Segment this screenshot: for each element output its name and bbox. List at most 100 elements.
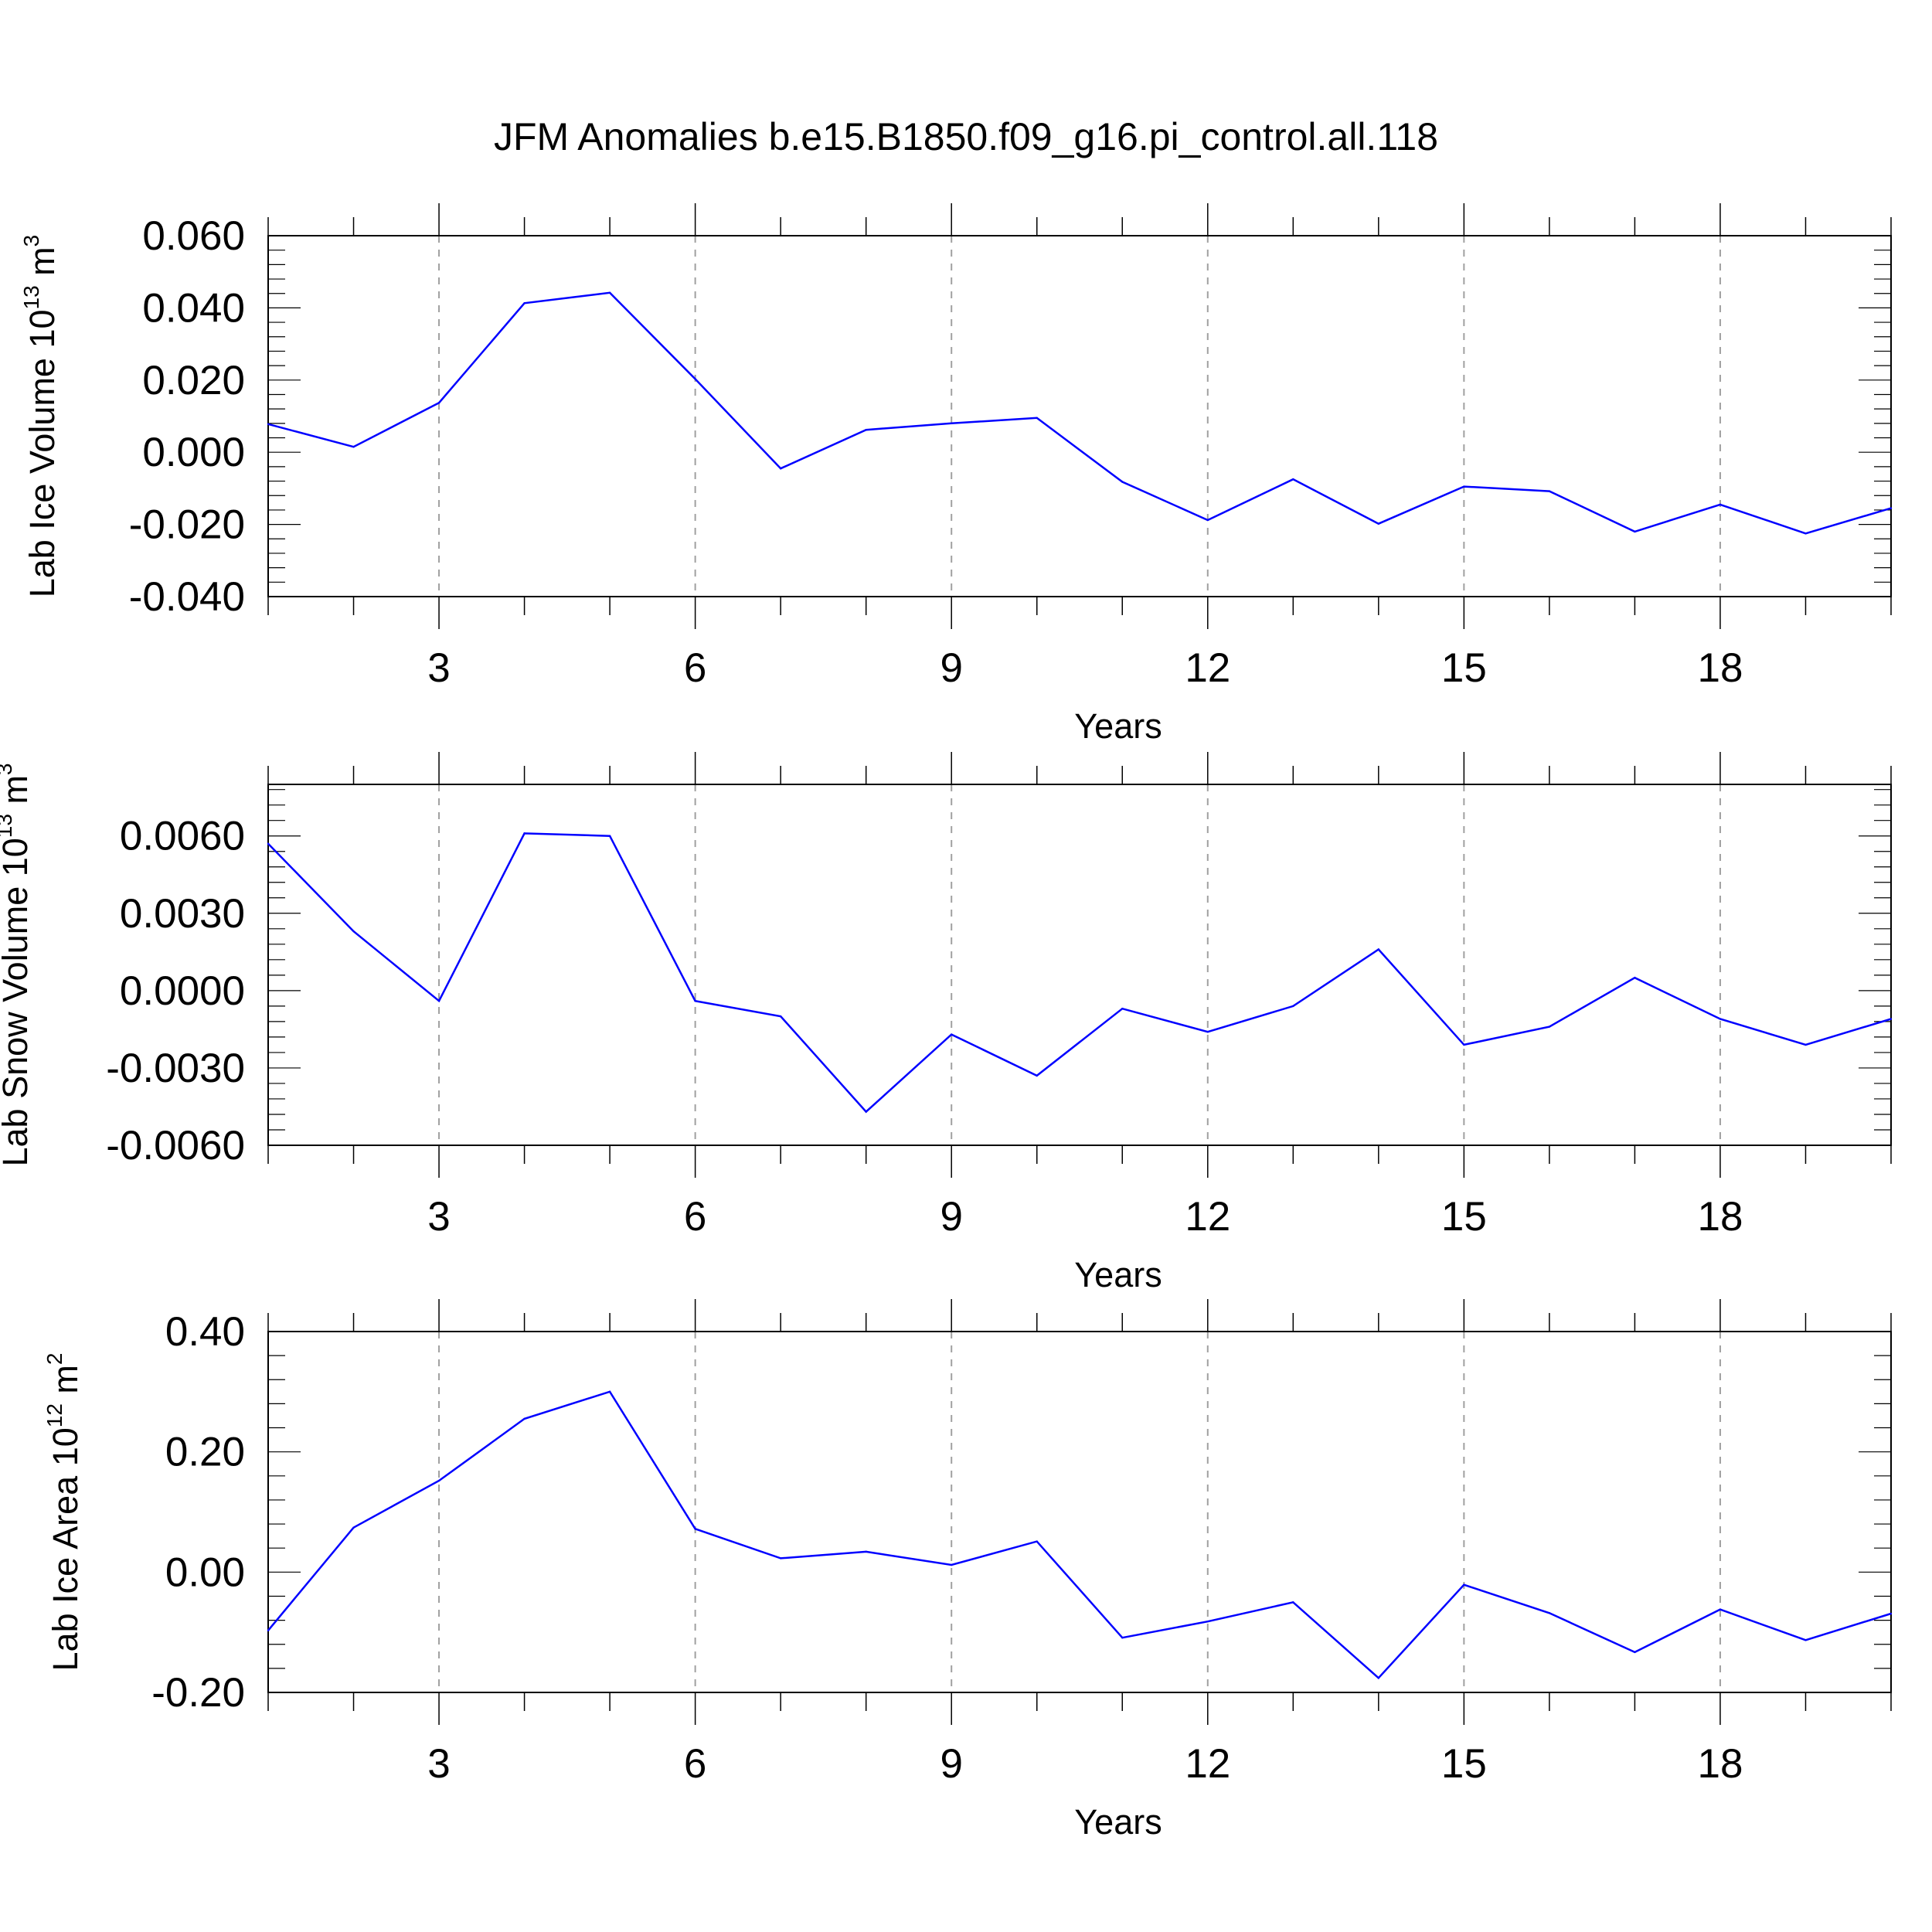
data-point (437, 1479, 440, 1482)
plot-frame (267, 784, 1892, 1146)
data-point (951, 1563, 953, 1566)
data-point (608, 835, 611, 837)
plot-frame (267, 1331, 1892, 1693)
plot-frame (267, 235, 1892, 597)
y-tick-label: 0.040 (142, 285, 245, 331)
data-point (1719, 503, 1722, 506)
data-point (1548, 1026, 1551, 1028)
data-point (1719, 1018, 1722, 1020)
data-point (694, 1528, 696, 1530)
data-point (1548, 490, 1551, 492)
x-tick-label: 18 (1697, 1741, 1743, 1787)
data-point (951, 422, 953, 425)
y-tick-label: 0.0000 (120, 968, 245, 1014)
data-point (1377, 1677, 1380, 1679)
data-point (523, 1417, 526, 1420)
x-axis-label: Years (1074, 706, 1162, 746)
y-tick-label: -0.040 (129, 574, 245, 620)
y-tick-label: 0.000 (142, 430, 245, 475)
y-axis-label-unit-exponent: 3 (19, 235, 43, 247)
y-tick-label: -0.0030 (106, 1046, 245, 1091)
x-axis-label: Years (1074, 1255, 1162, 1294)
data-point (1463, 1583, 1465, 1586)
data-point (523, 832, 526, 835)
x-tick-label: 3 (427, 1194, 450, 1240)
y-tick-label: -0.20 (151, 1670, 245, 1716)
y-tick-label: -0.0060 (106, 1123, 245, 1168)
data-point (694, 378, 696, 380)
x-tick-label: 15 (1441, 1741, 1487, 1787)
x-tick-label: 15 (1441, 1194, 1487, 1240)
data-point (1121, 1008, 1124, 1010)
data-point (865, 429, 867, 431)
y-tick-label: 0.0060 (120, 814, 245, 859)
y-axis-label-text: Lab Ice Volume 10 (22, 309, 62, 597)
x-tick-label: 9 (940, 1741, 962, 1787)
x-tick-label: 18 (1697, 1194, 1743, 1240)
x-tick-label: 12 (1185, 645, 1230, 691)
x-tick-label: 3 (427, 645, 450, 691)
data-point (1889, 507, 1893, 509)
data-point (1292, 1601, 1294, 1604)
data-point (865, 1550, 867, 1553)
y-axis-label-unit: m (0, 775, 35, 814)
data-point (1804, 1043, 1807, 1046)
data-point (1634, 1651, 1636, 1654)
data-point (1206, 519, 1209, 522)
data-point (951, 1033, 953, 1036)
x-tick-label: 6 (684, 1741, 706, 1787)
ice-volume-panel: -0.040 -0.020 0.000 0.020 0.040 0.060 3 6 9 12 15 1… (19, 203, 1893, 746)
data-point (352, 445, 355, 448)
data-point (1377, 522, 1380, 525)
x-tick-label: 9 (940, 1194, 962, 1240)
y-tick-label: 0.20 (165, 1430, 245, 1475)
y-axis-label-unit-exponent: 3 (0, 763, 16, 775)
x-tick-label: 3 (427, 1741, 450, 1787)
data-point (523, 302, 526, 304)
y-tick-label: 0.40 (165, 1309, 245, 1355)
data-point (779, 468, 782, 470)
data-point (437, 402, 440, 404)
series-line (267, 291, 1892, 535)
y-tick-label: 0.00 (165, 1549, 245, 1595)
data-point (1292, 478, 1294, 481)
data-point (779, 1015, 782, 1018)
data-point (1804, 1639, 1807, 1641)
data-point (694, 1000, 696, 1002)
x-tick-label: 12 (1185, 1741, 1230, 1787)
data-point (1206, 1620, 1209, 1623)
x-tick-label: 9 (940, 645, 962, 691)
y-axis-label: Lab Snow Volume 1013 m3 (0, 763, 35, 1166)
y-axis-label-exponent: 12 (43, 1403, 66, 1427)
y-tick-label: 0.060 (142, 213, 245, 259)
data-point (608, 1390, 611, 1393)
data-point (1377, 948, 1380, 951)
data-point (1548, 1612, 1551, 1614)
data-point (1463, 1043, 1465, 1046)
data-point (1634, 976, 1636, 979)
y-axis-label: Lab Ice Volume 1013 m3 (19, 235, 62, 598)
data-point (1036, 1540, 1038, 1543)
data-point (352, 930, 355, 933)
data-point (1121, 481, 1124, 483)
y-axis-label-unit-exponent: 2 (43, 1353, 66, 1366)
y-tick-label: -0.020 (129, 502, 245, 548)
data-point (1121, 1636, 1124, 1639)
x-axis-label: Years (1074, 1802, 1162, 1842)
data-point (1036, 1074, 1038, 1077)
chart-title: JFM Anomalies b.e15.B1850.f09_g16.pi_con… (493, 115, 1439, 158)
x-tick-label: 15 (1441, 645, 1487, 691)
data-point (1463, 485, 1465, 488)
data-point (267, 1629, 270, 1632)
data-point (1206, 1031, 1209, 1033)
data-point (1719, 1608, 1722, 1611)
data-point (1036, 417, 1038, 420)
data-point (352, 1526, 355, 1529)
data-point (1889, 1018, 1893, 1020)
series-line (267, 1390, 1892, 1680)
y-axis-label-text: Lab Ice Area 10 (46, 1427, 85, 1671)
x-tick-label: 6 (684, 1194, 706, 1240)
y-axis-label-text: Lab Snow Volume 10 (0, 838, 35, 1166)
data-point (1804, 532, 1807, 535)
y-axis-label: Lab Ice Area 1012 m2 (43, 1353, 85, 1672)
